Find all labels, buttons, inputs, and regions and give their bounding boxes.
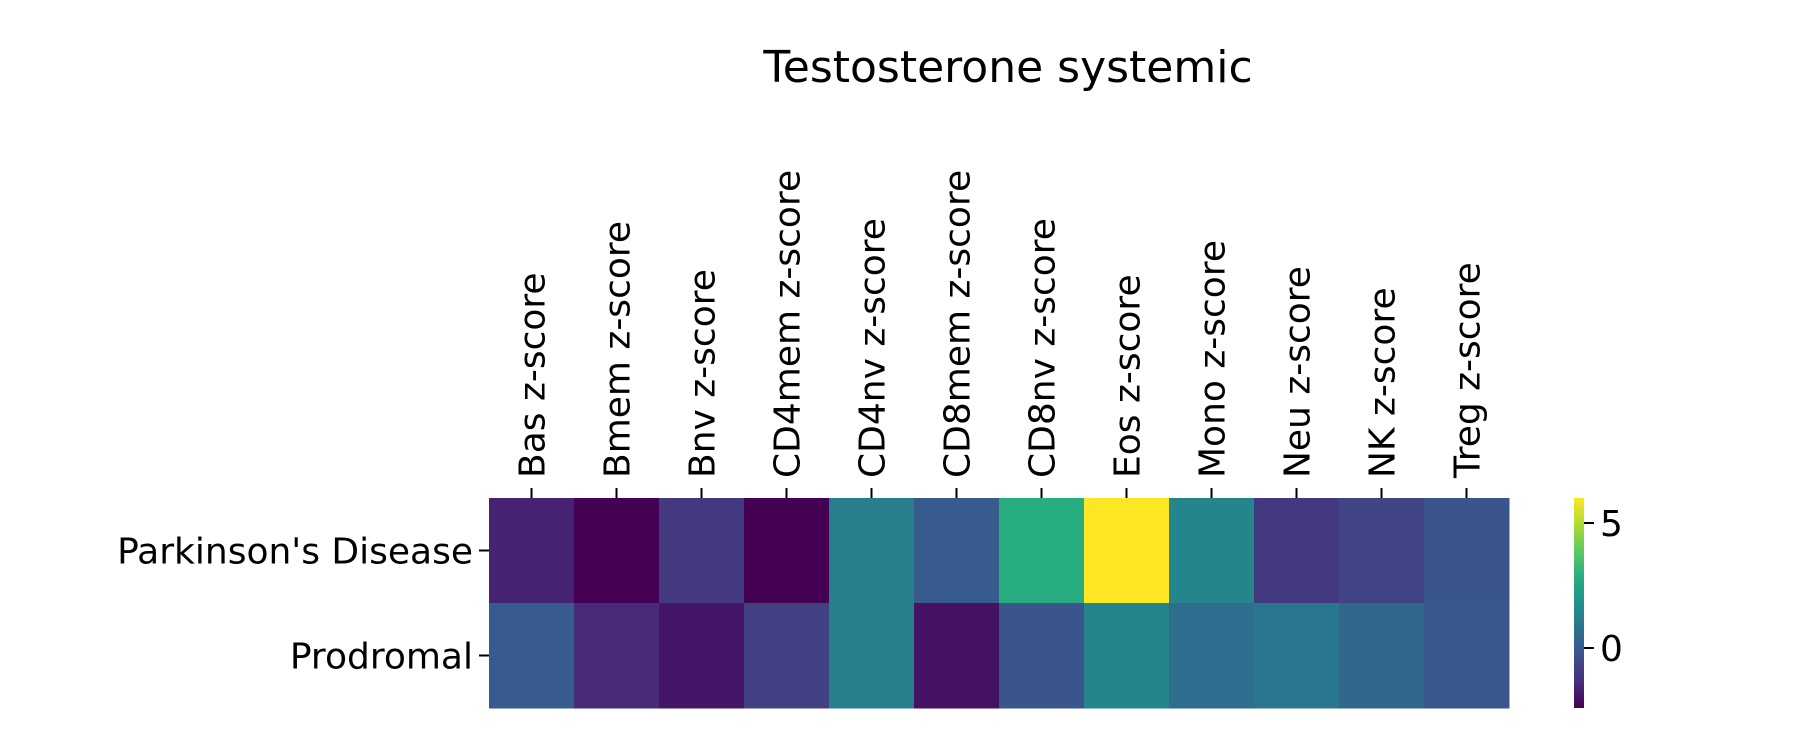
- heatmap-cells: [489, 498, 1510, 709]
- colorbar-gradient: [1574, 498, 1584, 708]
- heatmap-cell: [1254, 498, 1340, 604]
- x-tick-label: Treg z-score: [1448, 262, 1489, 479]
- x-axis-ticks: Bas z-score Bmem z-score Bnv z-score CD4mem…: [513, 170, 1489, 498]
- colorbar-tick-label: 0: [1600, 629, 1623, 670]
- x-tick-label: CD8mem z-score: [938, 170, 979, 478]
- heatmap-cell: [1339, 603, 1425, 709]
- heatmap-cell: [744, 498, 830, 604]
- heatmap-cell: [1424, 498, 1510, 604]
- y-axis-ticks: Parkinson's Disease Prodromal: [117, 532, 489, 678]
- heatmap-cell: [659, 603, 745, 709]
- heatmap-cell: [1424, 603, 1510, 709]
- heatmap-cell: [999, 498, 1085, 604]
- chart-title: Testosterone systemic: [762, 42, 1252, 93]
- heatmap-cell: [829, 498, 915, 604]
- x-tick-label: CD4mem z-score: [768, 170, 809, 478]
- x-tick-label: NK z-score: [1363, 287, 1404, 478]
- heatmap-cell: [1084, 603, 1170, 709]
- colorbar-tick-label: 5: [1600, 504, 1623, 545]
- heatmap-cell: [489, 498, 575, 604]
- colorbar-ticks: 05: [1584, 504, 1623, 670]
- heatmap-cell: [574, 603, 660, 709]
- x-tick-label: Mono z-score: [1193, 240, 1234, 478]
- heatmap-cell: [999, 603, 1085, 709]
- heatmap-cell: [574, 498, 660, 604]
- heatmap-cell: [829, 603, 915, 709]
- heatmap-cell: [659, 498, 745, 604]
- heatmap-cell: [744, 603, 830, 709]
- heatmap-cell: [914, 498, 1000, 604]
- colorbar: 05: [1574, 498, 1623, 708]
- heatmap-cell: [1254, 603, 1340, 709]
- x-tick-label: Bas z-score: [513, 272, 554, 478]
- heatmap-cell: [914, 603, 1000, 709]
- heatmap-cell: [1084, 498, 1170, 604]
- x-tick-label: Bnv z-score: [683, 269, 724, 478]
- x-tick-label: Bmem z-score: [598, 221, 639, 478]
- heatmap-cell: [1169, 498, 1255, 604]
- x-tick-label: Eos z-score: [1108, 274, 1149, 478]
- x-tick-label: CD4nv z-score: [853, 218, 894, 478]
- heatmap-cell: [489, 603, 575, 709]
- y-tick-label: Prodromal: [290, 637, 473, 678]
- heatmap-cell: [1169, 603, 1255, 709]
- x-tick-label: Neu z-score: [1278, 266, 1319, 478]
- y-tick-label: Parkinson's Disease: [117, 532, 473, 573]
- heatmap-cell: [1339, 498, 1425, 604]
- x-tick-label: CD8nv z-score: [1023, 218, 1064, 478]
